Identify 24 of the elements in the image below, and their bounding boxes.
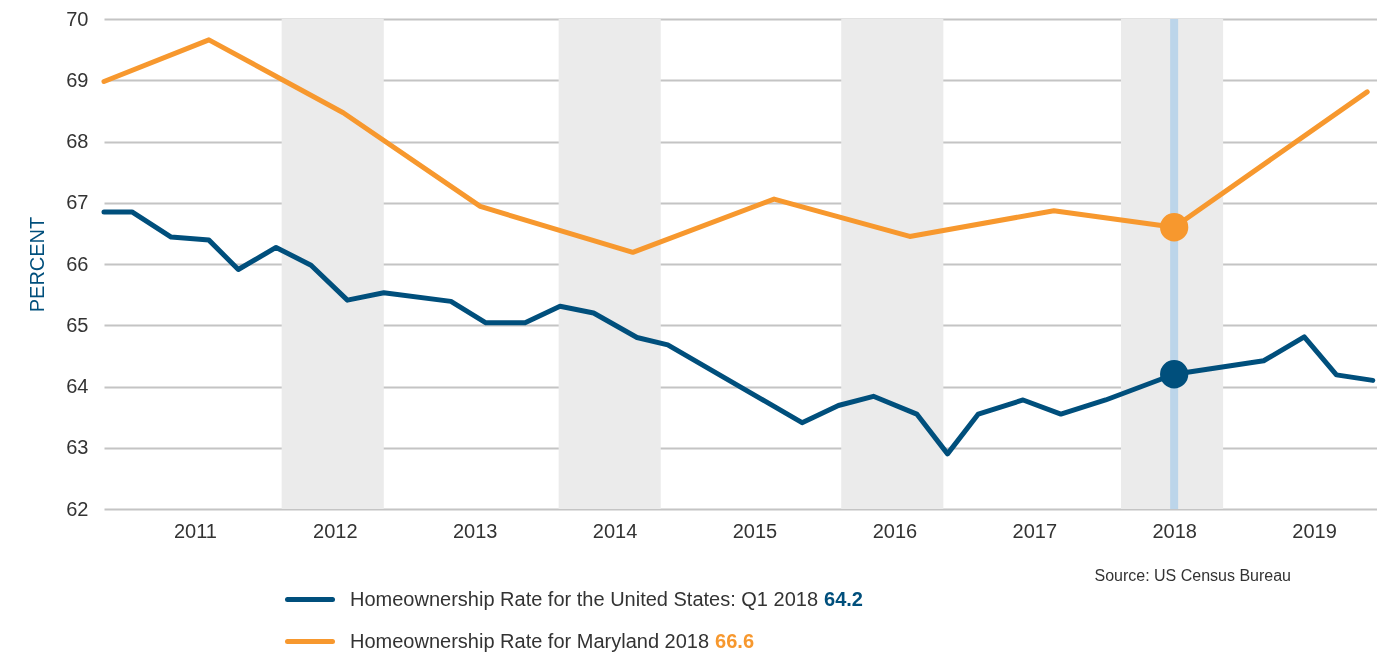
- x-tick-label: 2016: [872, 519, 918, 542]
- text: 66.6: [715, 629, 755, 652]
- x-tick-label: 2011: [173, 519, 217, 542]
- source-note: Source: US Census Bureau: [1094, 567, 1291, 585]
- y-tick-label: 62: [66, 497, 89, 520]
- x-tick-label: 2015: [732, 519, 778, 542]
- y-tick-label: 64: [66, 375, 89, 397]
- y-tick-label: 68: [66, 130, 89, 152]
- y-tick-label: 66: [66, 252, 89, 275]
- x-tick-label: 2018: [1152, 519, 1197, 542]
- x-tick-label: 2012: [313, 519, 358, 542]
- y-tick-label: 65: [66, 313, 89, 336]
- legend-label: Homeownership Rate for the United States: Q1 2018: [350, 587, 819, 611]
- y-tick-label: 69: [66, 68, 89, 91]
- legend-label: Homeownership Rate for Maryland 2018: [350, 629, 710, 652]
- y-axis-title: PERCENT: [26, 216, 49, 313]
- x-tick-label: 2019: [1292, 519, 1337, 542]
- text: 64.2: [824, 587, 863, 611]
- y-tick-label: 70: [66, 7, 89, 30]
- y-tick-label: 67: [66, 191, 89, 214]
- x-tick-label: 2013: [452, 519, 498, 542]
- x-tick-label: 2017: [1012, 519, 1058, 542]
- x-tick-label: 2014: [592, 519, 638, 542]
- y-tick-label: 63: [66, 436, 89, 459]
